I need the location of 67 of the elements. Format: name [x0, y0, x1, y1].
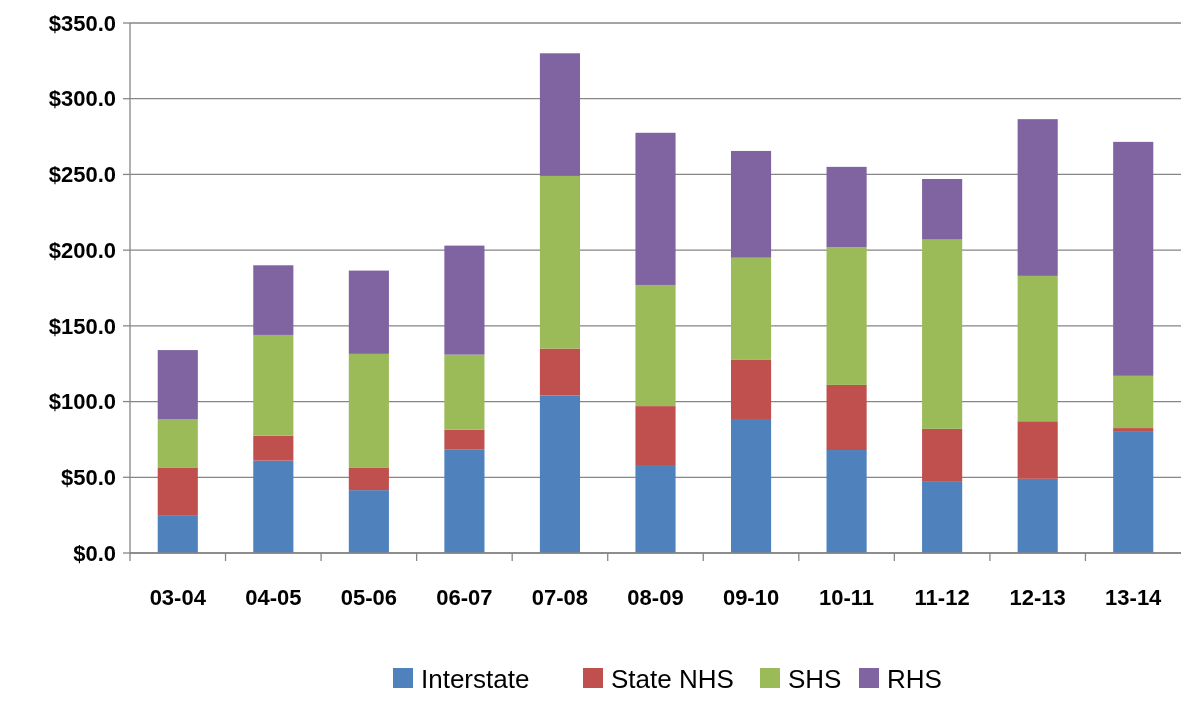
bar: [1113, 428, 1154, 432]
bar: [826, 384, 867, 451]
y-tick-label: $100.0: [48, 389, 116, 415]
x-tick-label: 06-07: [436, 585, 493, 610]
legend-label: RHS: [887, 664, 942, 695]
bar: [444, 354, 485, 430]
bar: [730, 150, 772, 258]
y-tick-label: $150.0: [48, 313, 116, 339]
bar: [157, 467, 198, 516]
x-tick-label: 03-04: [149, 585, 207, 610]
bar: [922, 239, 963, 429]
bar: [730, 359, 772, 419]
bar: [1017, 119, 1058, 276]
bar: [444, 449, 485, 553]
bar: [539, 175, 581, 349]
bar: [730, 418, 772, 553]
bar: [826, 166, 867, 248]
bar: [826, 450, 867, 553]
x-tick-label: 04-05: [245, 585, 302, 610]
bar: [635, 132, 676, 285]
x-tick-label: 11-12: [914, 585, 970, 610]
bar: [348, 270, 389, 354]
bar: [157, 418, 198, 468]
legend-label: SHS: [788, 664, 842, 695]
bar: [253, 460, 294, 553]
x-tick-label: 13-14: [1105, 585, 1163, 610]
x-tick-label: 05-06: [340, 585, 397, 610]
bar: [444, 245, 485, 355]
bar: [253, 265, 294, 335]
bar: [253, 334, 294, 436]
y-tick-label: $0.0: [73, 540, 116, 566]
y-tick-label: $200.0: [48, 237, 116, 263]
x-tick-label: 12-13: [1009, 585, 1066, 610]
x-tick-label: 10-11: [819, 585, 875, 610]
bar: [922, 481, 963, 553]
x-tick-label: 08-09: [627, 585, 684, 610]
bar: [539, 53, 581, 176]
bar: [730, 257, 772, 360]
bar: [539, 348, 581, 396]
y-tick-label: $50.0: [60, 464, 116, 490]
bar: [635, 465, 676, 553]
legend-label: State NHS: [611, 664, 734, 695]
x-tick-label: 09-10: [722, 585, 780, 610]
bar: [348, 353, 389, 468]
bar: [635, 284, 676, 407]
y-tick-label: $250.0: [48, 162, 116, 188]
bar: [1017, 421, 1058, 479]
bar: [157, 515, 198, 553]
bar: [348, 490, 389, 553]
bar: [1017, 478, 1058, 553]
legend-label: Interstate: [421, 664, 530, 695]
bar: [922, 178, 963, 240]
bar: [635, 406, 676, 466]
bar: [253, 435, 294, 461]
bar: [444, 429, 485, 450]
bar: [1017, 275, 1058, 422]
bar: [348, 467, 389, 491]
bar: [922, 428, 963, 482]
bar: [1113, 375, 1154, 429]
y-tick-label: $350.0: [48, 10, 116, 36]
bar: [1113, 141, 1154, 376]
bar: [1113, 431, 1154, 553]
x-tick-label: 07-08: [531, 585, 589, 610]
y-tick-label: $300.0: [48, 86, 116, 112]
bar: [826, 247, 867, 385]
bar: [157, 350, 198, 419]
bar: [539, 395, 581, 553]
